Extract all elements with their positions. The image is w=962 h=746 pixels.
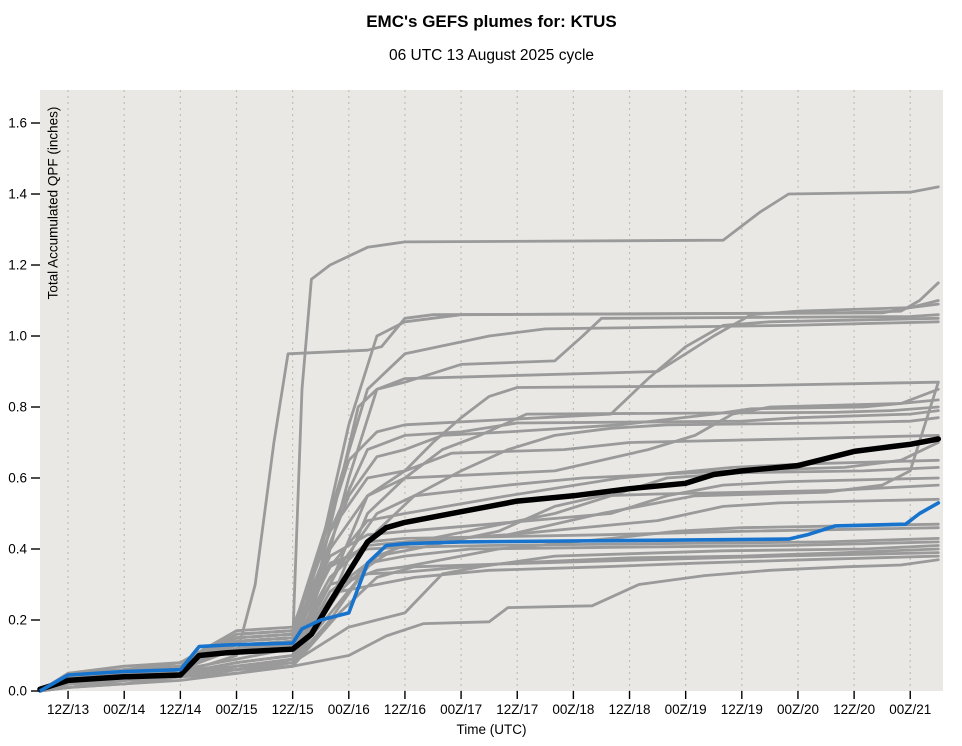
ensemble-member-line-p19: [38, 476, 940, 693]
x-tick-label: 12Z/20: [833, 702, 875, 717]
ensemble-member-line-p28: [38, 551, 940, 693]
x-tick-label: 12Z/14: [159, 702, 202, 717]
y-tick-label: 0.0: [8, 684, 27, 699]
control-member-line: [38, 501, 941, 693]
x-tick-label: 12Z/19: [721, 702, 763, 717]
ensemble-mean-line: [37, 436, 942, 692]
plot-area: [40, 90, 943, 691]
x-tick-label: 00Z/18: [552, 702, 594, 717]
chart-subtitle: 06 UTC 13 August 2025 cycle: [388, 47, 595, 64]
y-tick-label: 1.2: [8, 258, 27, 273]
y-tick-label: 0.2: [8, 613, 27, 628]
x-axis-title: Time (UTC): [456, 722, 527, 737]
y-tick-label: 1.0: [8, 329, 27, 344]
y-axis-title: Total Accumulated QPF (inches): [45, 106, 61, 300]
x-tick-label: 00Z/14: [103, 702, 146, 717]
x-tick-label: 00Z/17: [440, 702, 482, 717]
chart-title: EMC's GEFS plumes for: KTUS: [366, 12, 617, 31]
y-tick-label: 0.4: [8, 542, 27, 557]
y-tick-label: 0.8: [8, 400, 27, 415]
x-tick-label: 12Z/18: [609, 702, 651, 717]
x-tick-label: 12Z/16: [384, 702, 426, 717]
y-tick-label: 1.4: [8, 187, 27, 202]
x-tick-label: 12Z/15: [272, 702, 314, 717]
x-tick-label: 00Z/16: [328, 702, 370, 717]
x-tick-label: 00Z/19: [665, 702, 707, 717]
x-tick-label: 00Z/15: [215, 702, 257, 717]
x-tick-label: 00Z/21: [889, 702, 931, 717]
y-tick-label: 1.6: [8, 116, 27, 131]
x-tick-label: 00Z/20: [777, 702, 819, 717]
y-tick-label: 0.6: [8, 471, 27, 486]
ensemble-member-line-p07: [38, 320, 940, 693]
x-tick-label: 12Z/13: [47, 702, 89, 717]
x-tick-label: 12Z/17: [496, 702, 538, 717]
